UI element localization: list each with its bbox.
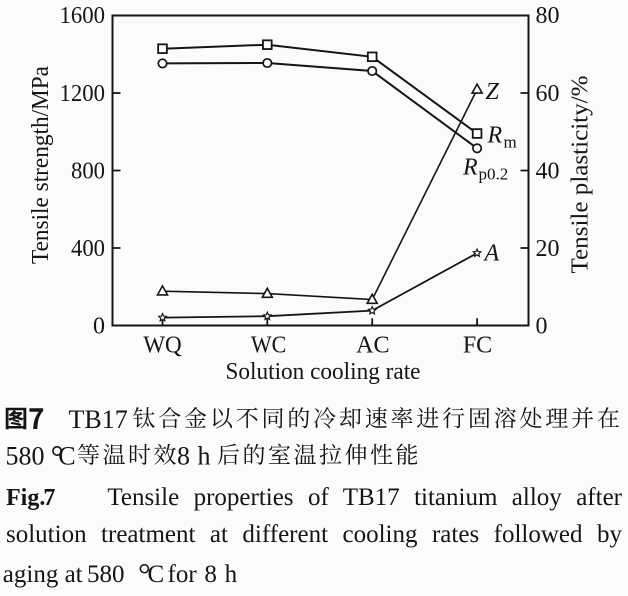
svg-text:aging at: aging at [3, 561, 83, 588]
svg-text:R: R [462, 155, 478, 181]
svg-text:C: C [58, 442, 75, 471]
svg-text:FC: FC [463, 333, 492, 359]
svg-text:8: 8 [177, 442, 190, 471]
svg-text:TB17: TB17 [69, 405, 128, 434]
svg-text:60: 60 [536, 81, 560, 107]
svg-text:80: 80 [536, 3, 560, 29]
svg-text:AC: AC [356, 333, 389, 359]
svg-text:20: 20 [536, 236, 560, 262]
svg-text:WQ: WQ [143, 333, 182, 359]
svg-text:°: ° [51, 440, 64, 476]
svg-text:400: 400 [71, 236, 105, 262]
svg-text:0: 0 [93, 314, 105, 340]
svg-text:580: 580 [87, 561, 125, 588]
svg-text:0: 0 [536, 314, 548, 340]
svg-text:40: 40 [536, 159, 560, 185]
svg-text:C: C [148, 561, 165, 588]
svg-text:h: h [198, 442, 211, 471]
svg-text:R: R [487, 123, 503, 149]
svg-text:A: A [483, 241, 500, 267]
svg-text:p0.2: p0.2 [479, 165, 509, 184]
svg-text:m: m [504, 133, 517, 152]
svg-text:800: 800 [71, 159, 105, 185]
svg-text:WC: WC [251, 333, 287, 359]
svg-text:°: ° [138, 556, 151, 592]
svg-text:Tensile strength/MPa: Tensile strength/MPa [28, 66, 54, 264]
svg-text:Z: Z [486, 79, 500, 105]
svg-text:1200: 1200 [60, 81, 106, 107]
svg-text:1600: 1600 [60, 3, 106, 29]
svg-text:for 8 h: for 8 h [168, 561, 238, 588]
svg-text:Tensile plasticity/%: Tensile plasticity/% [567, 75, 593, 273]
svg-text:580: 580 [6, 442, 45, 471]
svg-text:Solution cooling rate: Solution cooling rate [226, 359, 421, 385]
